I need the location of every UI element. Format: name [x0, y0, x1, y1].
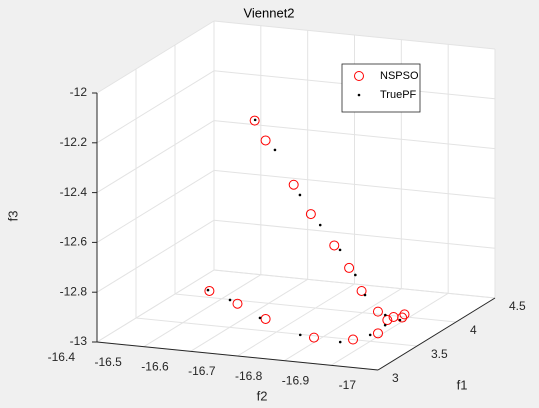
x-axis-label: f1 [457, 377, 468, 392]
data-point [260, 313, 271, 324]
data-point [206, 288, 210, 292]
data-point [344, 262, 355, 273]
z-tick-label: -12.6 [60, 235, 88, 249]
z-tick-label: -12.4 [60, 185, 88, 199]
legend-marker [354, 71, 364, 81]
axes-pane [97, 21, 214, 342]
data-point [383, 323, 387, 327]
data-point [298, 193, 302, 197]
y-tick-label: -16.8 [235, 369, 263, 383]
data-point [338, 340, 342, 344]
y-axis-label: f2 [257, 388, 268, 403]
grid-line [213, 219, 496, 249]
data-point [399, 309, 410, 320]
data-point [305, 209, 316, 220]
grid-line [96, 120, 215, 194]
data-point [318, 223, 322, 227]
grid-line [213, 169, 496, 199]
grid-line [96, 269, 215, 343]
grid-line [143, 274, 262, 348]
data-point [228, 298, 232, 302]
data-point [260, 135, 271, 146]
data-point [363, 293, 367, 297]
y-tick-label: -16.4 [48, 350, 76, 364]
x-tick-label: 4.5 [509, 299, 526, 313]
data-point [397, 312, 408, 323]
y-axis [96, 341, 379, 371]
grid-line [190, 278, 308, 352]
x-axis [377, 297, 496, 371]
data-point [398, 318, 402, 322]
grid-line [330, 292, 449, 366]
data-point [288, 179, 299, 190]
data-point [382, 315, 393, 326]
y-tick-label: -16.5 [94, 355, 122, 369]
z-tick-label: -12 [70, 85, 88, 99]
grid-line [213, 269, 496, 299]
data-point [348, 334, 359, 345]
data-point [273, 148, 277, 152]
data-point [308, 332, 319, 343]
x-tick-label: 3 [392, 371, 399, 385]
data-point [232, 298, 243, 309]
data-point [329, 240, 340, 251]
data-point [298, 333, 302, 337]
grid-line [96, 20, 215, 94]
legend-label: TruePF [380, 89, 417, 101]
z-tick-label: -13 [70, 334, 88, 348]
legend-label: NSPSO [380, 70, 419, 82]
z-axis-label: f3 [5, 211, 20, 222]
grid-line [213, 120, 496, 150]
data-point [356, 285, 367, 296]
y-tick-label: -16.6 [141, 360, 169, 374]
legend-marker [357, 93, 361, 97]
grid-line [213, 20, 496, 50]
data-point [368, 333, 372, 337]
y-tick-label: -17 [339, 378, 357, 392]
data-point [354, 273, 357, 277]
data-point [383, 313, 387, 317]
data-point [372, 328, 383, 339]
z-tick-label: -12.8 [60, 284, 88, 298]
chart-title: Viennet2 [243, 5, 294, 20]
data-point [204, 285, 215, 296]
data-point [372, 306, 383, 317]
y-tick-label: -16.7 [188, 364, 216, 378]
grid-line [96, 70, 215, 144]
data-point [249, 115, 260, 126]
grid-line [284, 288, 402, 362]
grid-line [96, 219, 215, 293]
x-tick-label: 3.5 [431, 347, 448, 361]
z-tick-label: -12.2 [60, 135, 88, 149]
data-point [253, 118, 257, 122]
x-tick-label: 4 [470, 323, 477, 337]
data-point [338, 248, 342, 252]
legend-box [341, 63, 421, 113]
grid-line [96, 169, 215, 243]
data-point [258, 316, 262, 320]
grid-line [237, 283, 355, 357]
y-tick-label: -16.9 [282, 374, 310, 388]
